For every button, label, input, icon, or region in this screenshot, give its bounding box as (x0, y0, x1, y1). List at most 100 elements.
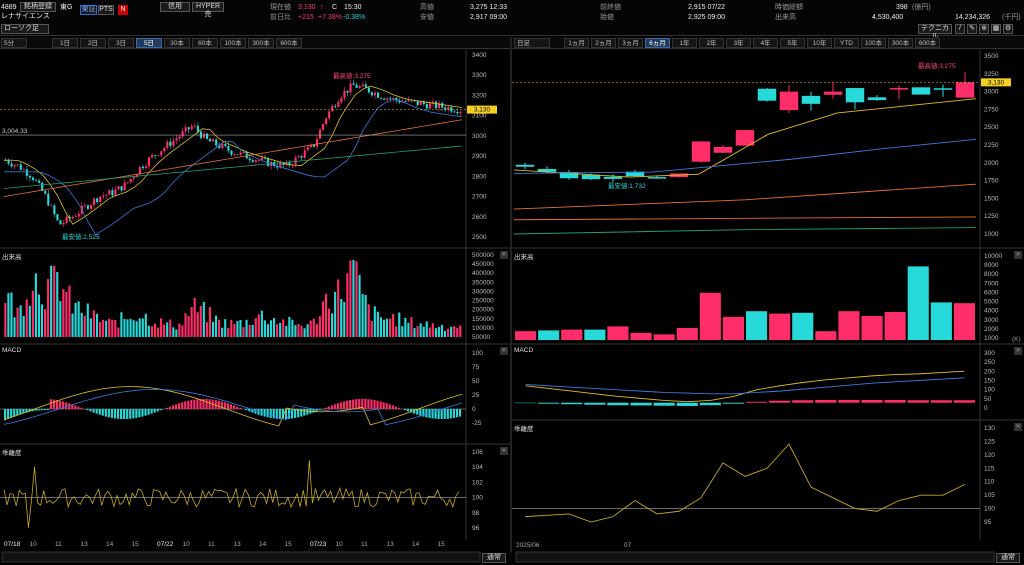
right-range-tab[interactable]: 1年 (672, 38, 697, 48)
right-range-tab[interactable]: 3ヵ月 (618, 38, 643, 48)
left-candle (196, 125, 199, 132)
left-macd-hist (223, 402, 226, 409)
close-icon[interactable]: ✕ (500, 447, 508, 455)
credit-button[interactable]: 信用 (160, 2, 190, 12)
right-mode-select[interactable]: 通常 (996, 553, 1020, 563)
right-range-tab[interactable]: 1ヵ月 (564, 38, 589, 48)
left-volume-bar (428, 327, 431, 337)
left-candle (288, 162, 291, 166)
left-macd-hist (236, 406, 239, 409)
left-macd-hist (196, 399, 199, 409)
left-volume-bar (340, 299, 343, 337)
left-macd-hist (449, 409, 452, 419)
right-candle (779, 91, 799, 111)
close-icon[interactable]: ✕ (500, 347, 508, 355)
left-candle (221, 143, 224, 148)
tab-pts[interactable]: PTS (98, 5, 114, 15)
left-candle (154, 154, 157, 156)
mcap-value: 398 (896, 4, 908, 11)
left-range-tab[interactable]: 600本 (276, 38, 302, 48)
left-macd-hist (43, 409, 46, 411)
right-range-tab[interactable]: 6ヵ月 (645, 38, 670, 48)
right-candle (647, 177, 667, 179)
right-range-tab[interactable]: 600本 (915, 38, 940, 48)
left-macd-hist (358, 398, 361, 409)
left-volume-bar (352, 259, 355, 337)
left-candle (86, 205, 90, 209)
right-range-tab[interactable]: 2年 (699, 38, 724, 48)
left-candle (53, 205, 56, 215)
draw-line-icon[interactable]: / (955, 24, 965, 34)
right-price-tick: 3000 (984, 89, 999, 96)
left-candle (59, 220, 62, 225)
left-range-tab[interactable]: 1日 (52, 38, 78, 48)
zoom-icon[interactable]: ⊕ (979, 24, 989, 34)
settings-icon[interactable]: ⚙ (1003, 24, 1013, 34)
technical-button[interactable]: テクニカル (918, 24, 952, 40)
left-range-tab[interactable]: 2日 (80, 38, 106, 48)
left-volume-bar (300, 325, 303, 337)
right-range-tab[interactable]: 300本 (888, 38, 913, 48)
left-macd-hist (141, 409, 144, 417)
left-macd-hist (352, 399, 355, 409)
close-icon[interactable]: ✕ (1014, 251, 1022, 259)
left-candle (239, 152, 242, 155)
right-range-tab[interactable]: 4年 (753, 38, 778, 48)
left-date-label: 13 (81, 541, 89, 548)
right-macd-hist (676, 402, 698, 406)
right-range-tab[interactable]: YTD (834, 38, 859, 48)
left-range-tab[interactable]: 5日 (136, 38, 162, 48)
left-interval-select[interactable]: 5分 (1, 38, 27, 48)
right-macd-hist (538, 402, 560, 404)
left-volume-bar (126, 319, 129, 337)
right-range-tab[interactable]: 3年 (726, 38, 751, 48)
right-price-tick: 2500 (984, 124, 999, 131)
left-ma-mid (4, 98, 463, 236)
left-macd-hist (129, 409, 132, 419)
left-macd-hist (4, 409, 7, 421)
ext-percent: -0.38% (343, 14, 366, 21)
tab-tosho[interactable]: 東証 (80, 5, 97, 15)
left-range-tab[interactable]: 100本 (220, 38, 246, 48)
left-candle (392, 98, 395, 99)
left-deviation-line (3, 460, 460, 528)
left-volume-bar (77, 301, 80, 337)
left-price-tag-label: 3,130 (474, 107, 491, 114)
left-range-tab[interactable]: 60本 (192, 38, 218, 48)
left-macd-hist (294, 409, 297, 418)
left-volume-bar (324, 293, 328, 337)
hyper-sell-button[interactable]: HYPER売 (192, 2, 224, 18)
left-volume-bar (135, 321, 138, 337)
news-badge[interactable]: N (118, 5, 128, 15)
left-range-tab[interactable]: 30本 (164, 38, 190, 48)
left-macd-hist (245, 409, 248, 411)
right-range-tab[interactable]: 100本 (861, 38, 886, 48)
close-icon[interactable]: ✕ (500, 251, 508, 259)
left-range-tab[interactable]: 3日 (108, 38, 134, 48)
left-mode-select[interactable]: 通常 (482, 553, 506, 563)
left-volume-bar (65, 291, 68, 337)
chart-mode-select[interactable]: ローソク足 (1, 24, 49, 34)
right-range-tab[interactable]: 10年 (807, 38, 832, 48)
left-deviation-tick: 98 (472, 510, 480, 517)
left-date-label: 14 (106, 541, 114, 548)
close-icon[interactable]: ✕ (1014, 347, 1022, 355)
grid-icon[interactable]: ▦ (991, 24, 1001, 34)
left-macd-hist (385, 403, 388, 409)
right-range-tab[interactable]: 2ヵ月 (591, 38, 616, 48)
left-volume-bar (282, 319, 285, 337)
left-candle (303, 150, 306, 158)
pen-icon[interactable]: ✎ (967, 24, 977, 34)
right-range-tab[interactable]: 5年 (780, 38, 805, 48)
register-button[interactable]: 銘柄登録 (20, 2, 56, 12)
left-range-tab[interactable]: 300本 (248, 38, 274, 48)
left-macd-hist (71, 404, 74, 409)
left-macd-hist (297, 409, 300, 418)
left-price-tick: 3400 (472, 52, 487, 59)
left-volume-bar (144, 313, 147, 337)
trading-value: 14,234,326 (955, 14, 991, 21)
close-icon[interactable]: ✕ (1014, 423, 1022, 431)
right-interval-select[interactable]: 日足 (514, 38, 550, 48)
left-candle (260, 157, 264, 160)
left-volume-bar (68, 285, 71, 337)
